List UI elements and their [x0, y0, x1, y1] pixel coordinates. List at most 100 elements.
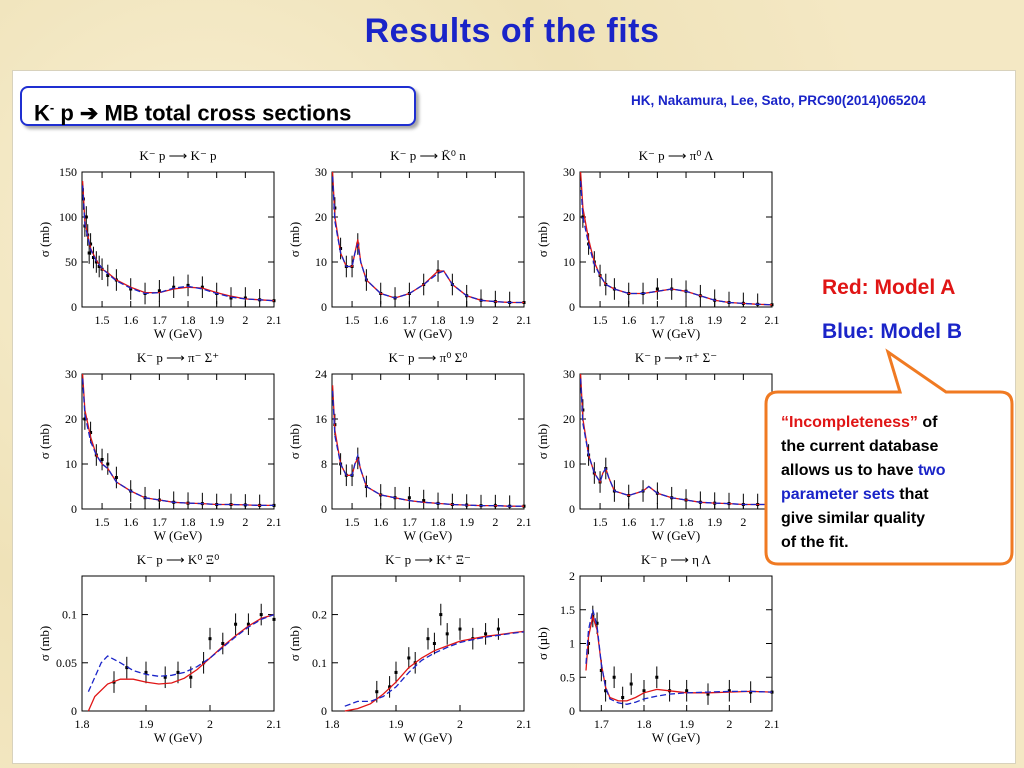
y-tick-label: 16 [315, 412, 327, 426]
model-b-curve [585, 609, 773, 705]
y-tick-label: 10 [315, 255, 327, 269]
data-point [496, 627, 500, 631]
plot-frame [81, 171, 275, 308]
y-tick-label: 0.05 [56, 656, 77, 670]
y-tick-label: 0 [569, 704, 575, 718]
data-point [243, 296, 247, 300]
x-tick-label: 2.1 [267, 313, 282, 327]
plot-title: K⁻ p ⟶ η Λ [641, 552, 711, 567]
plot-title: K⁻ p ⟶ K⁺ Ξ⁻ [385, 552, 471, 567]
callout-line6: of the fit. [781, 534, 849, 551]
y-tick-label: 30 [563, 165, 575, 179]
model-a-label: Red: Model A [822, 276, 956, 299]
model-a-curve [344, 630, 525, 712]
x-tick-label: 1.9 [139, 717, 154, 731]
callout-line4b: that [894, 486, 929, 503]
plot-8: K⁻ p ⟶ K⁺ Ξ⁻ 1.8 1.9 2 2.1 0 0.1 0.2 W (GeV) σ (m… [287, 552, 532, 745]
callout-line4a: parameter sets [781, 486, 895, 503]
y-tick-label: 30 [315, 165, 327, 179]
x-tick-label: 1.7 [402, 313, 417, 327]
y-axis-label: σ (mb) [287, 424, 302, 460]
y-tick-label: 1 [569, 637, 575, 651]
data-point [89, 242, 93, 246]
data-point [163, 675, 167, 679]
data-point [394, 670, 398, 674]
data-point [749, 690, 753, 694]
x-tick-label: 1.9 [707, 313, 722, 327]
x-tick-label: 1.5 [345, 313, 360, 327]
plot-title: K⁻ p ⟶ K⁻ p [139, 148, 216, 163]
plot-title: K⁻ p ⟶ K̄⁰ n [390, 148, 466, 163]
x-tick-label: 2 [726, 717, 732, 731]
data-point [655, 287, 659, 291]
data-point [407, 656, 411, 660]
y-tick-label: 0.1 [62, 608, 77, 622]
data-point [129, 287, 133, 291]
x-tick-label: 2.1 [765, 717, 780, 731]
data-point [208, 637, 212, 641]
data-point [259, 613, 263, 617]
data-point [100, 458, 104, 461]
y-tick-label: 0.5 [560, 670, 575, 684]
plot-title: K⁻ p ⟶ K⁰ Ξ⁰ [137, 552, 220, 567]
plot-3: K⁻ p ⟶ π⁰ Λ 1.5 1.6 1.7 1.8 1.9 2 2.1 0 10 20 30 W (… [535, 148, 780, 341]
callout-shape [764, 348, 1014, 566]
x-tick-label: 1.5 [95, 515, 110, 529]
model-b-curve [344, 631, 525, 707]
callout-line2: the current database [781, 438, 939, 455]
x-tick-label: 1.9 [679, 717, 694, 731]
callout-line5: give similar quality [781, 510, 926, 527]
x-tick-label: 1.5 [593, 515, 608, 529]
data-point [629, 682, 633, 686]
data-point [221, 642, 225, 645]
data-point [234, 622, 238, 626]
data-point [125, 666, 129, 670]
data-point [706, 692, 710, 696]
data-point [200, 285, 204, 289]
x-tick-label: 1.8 [181, 515, 196, 529]
x-tick-label: 2.1 [517, 515, 532, 529]
x-tick-label: 1.7 [650, 313, 665, 327]
data-point [422, 499, 426, 503]
data-point [655, 675, 659, 679]
data-point [176, 670, 180, 674]
y-tick-label: 10 [563, 457, 575, 471]
x-tick-label: 1.9 [707, 515, 722, 529]
model-b-curve [81, 185, 275, 302]
plot-frame [81, 373, 275, 510]
y-tick-label: 0.1 [312, 656, 327, 670]
data-point [172, 285, 176, 289]
data-point [144, 670, 148, 674]
data-point [186, 283, 190, 287]
x-tick-label: 1.8 [431, 313, 446, 327]
plot-9: K⁻ p ⟶ η Λ 1.7 1.8 1.9 2 2.1 0 0.5 1 1.5 2 W (GeV) σ… [535, 552, 780, 745]
data-point [604, 689, 608, 693]
model-b-curve [87, 613, 275, 692]
plot-title: K⁻ p ⟶ π⁺ Σ⁻ [635, 350, 717, 365]
slide-title: Results of the fits [364, 12, 660, 50]
x-tick-label: 1.8 [431, 515, 446, 529]
data-point [84, 215, 88, 219]
x-tick-label: 1.9 [459, 313, 474, 327]
y-axis-label: σ (mb) [535, 222, 550, 258]
model-a-curve [585, 613, 773, 702]
y-tick-label: 50 [65, 255, 77, 269]
plot-1: K⁻ p ⟶ K⁻ p 1.5 1.6 1.7 1.8 1.9 2 2.1 0 50 100 150 W… [37, 148, 282, 341]
model-b-curve [331, 176, 524, 304]
x-tick-label: 1.5 [345, 515, 360, 529]
data-point [97, 265, 101, 268]
data-point [94, 260, 98, 264]
x-tick-label: 1.8 [181, 313, 196, 327]
x-tick-label: 2.1 [765, 313, 780, 327]
x-tick-label: 1.7 [650, 515, 665, 529]
data-point [685, 689, 689, 693]
data-point [114, 476, 118, 479]
data-point [272, 617, 276, 621]
data-point [388, 685, 392, 689]
callout-line1-rest: of [917, 414, 938, 431]
data-point [458, 627, 462, 631]
y-axis-label: σ (µb) [535, 627, 550, 660]
data-point [89, 431, 93, 434]
data-point [407, 496, 411, 500]
